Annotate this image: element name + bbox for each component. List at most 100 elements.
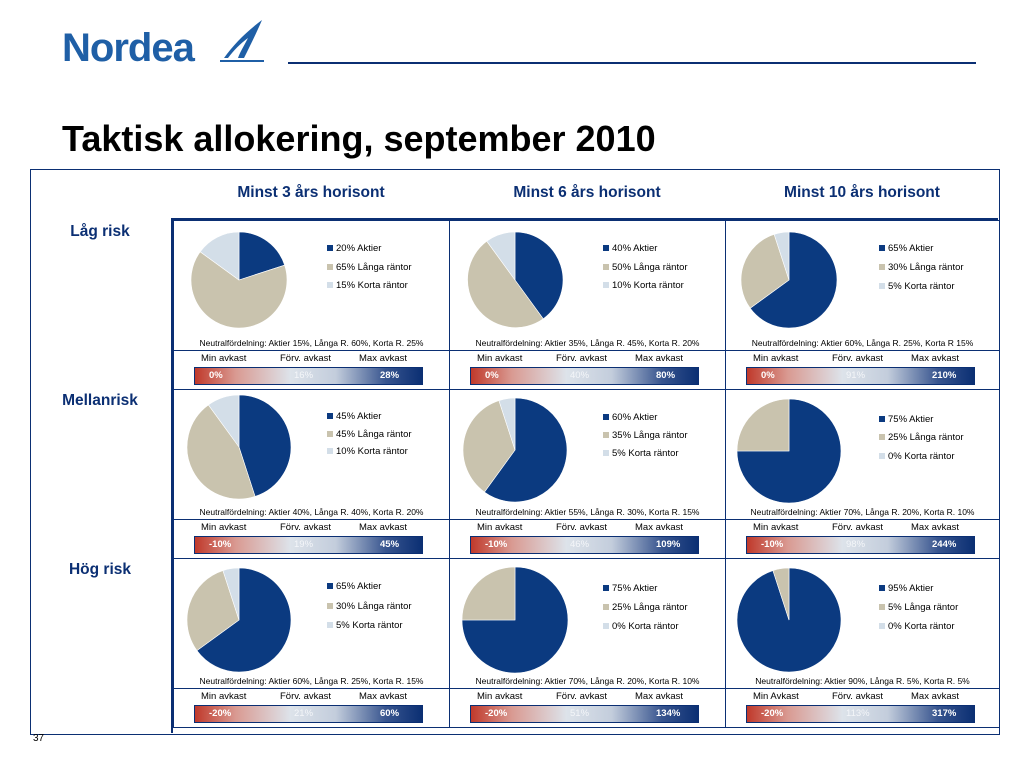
allocation-pie-chart xyxy=(462,397,568,503)
legend-item-korta-rantor: 10% Korta räntor xyxy=(327,446,408,457)
legend-item-aktier: 65% Aktier xyxy=(879,243,933,254)
legend-item-aktier: 75% Aktier xyxy=(879,414,933,425)
legend-swatch xyxy=(603,264,609,270)
return-labels: Min avkast Förv. avkast Max avkast xyxy=(174,353,449,367)
min-return-label: Min avkast xyxy=(477,353,523,364)
legend-swatch xyxy=(327,583,333,589)
return-labels: Min avkast Förv. avkast Max avkast xyxy=(450,353,725,367)
legend-label: 60% Aktier xyxy=(612,412,658,423)
neutral-allocation-text: Neutralfördelning: Aktier 90%, Långa R. … xyxy=(755,676,970,686)
legend-item-korta-rantor: 5% Korta räntor xyxy=(327,620,403,631)
pie-slice-aktier xyxy=(749,231,838,329)
legend-swatch xyxy=(879,623,885,629)
max-return-value: 80% xyxy=(656,370,676,381)
legend-item-aktier: 65% Aktier xyxy=(327,581,381,592)
cell-separator xyxy=(450,350,725,351)
max-return-value: 109% xyxy=(656,539,681,550)
return-labels: Min Avkast Förv. avkast Max avkast xyxy=(726,691,999,705)
legend-label: 0% Korta räntor xyxy=(612,621,679,632)
legend-item-korta-rantor: 15% Korta räntor xyxy=(327,280,408,291)
legend-item-korta-rantor: 0% Korta räntor xyxy=(879,621,955,632)
pie-slice-aktier xyxy=(238,394,292,497)
legend-label: 5% Korta räntor xyxy=(336,620,403,631)
allocation-cell: 45% Aktier 45% Långa räntor 10% Korta ränt… xyxy=(173,389,450,559)
legend-item-langa-rantor: 25% Långa räntor xyxy=(603,602,688,613)
expected-return-label: Förv. avkast xyxy=(556,353,608,364)
return-labels: Min avkast Förv. avkast Max avkast xyxy=(174,522,449,536)
pie-slice-langa-rantor xyxy=(190,251,288,329)
return-range-bar: -10% 98% 244% xyxy=(746,536,975,554)
legend-item-langa-rantor: 5% Långa räntor xyxy=(879,602,958,613)
neutral-allocation-text: Neutralfördelning: Aktier 35%, Långa R. … xyxy=(475,338,700,348)
neutral-allocation-text: Neutralfördelning: Aktier 40%, Långa R. … xyxy=(199,507,424,517)
min-return-label: Min Avkast xyxy=(753,691,799,702)
min-return-value: -20% xyxy=(485,708,508,719)
pie-slice-aktier xyxy=(196,567,292,673)
expected-return-label: Förv. avkast xyxy=(832,353,884,364)
pie-slice-langa-rantor xyxy=(186,404,256,500)
allocation-pie-chart xyxy=(740,231,838,329)
min-return-label: Min avkast xyxy=(477,522,523,533)
pie-slice-aktier xyxy=(736,398,842,504)
legend-item-korta-rantor: 0% Korta räntor xyxy=(879,451,955,462)
expected-return-value: 98% xyxy=(846,539,866,550)
legend-swatch xyxy=(327,264,333,270)
expected-return-value: 113% xyxy=(846,708,870,719)
cell-separator xyxy=(174,350,449,351)
legend-item-korta-rantor: 5% Korta räntor xyxy=(879,281,955,292)
min-return-value: 0% xyxy=(761,370,775,381)
legend-label: 50% Långa räntor xyxy=(612,262,688,273)
neutral-allocation-text: Neutralfördelning: Aktier 60%, Långa R. … xyxy=(199,676,424,686)
legend-swatch xyxy=(603,623,609,629)
legend-label: 30% Långa räntor xyxy=(336,601,412,612)
allocation-cell: 75% Aktier 25% Långa räntor 0% Korta ränto… xyxy=(449,558,726,728)
min-return-label: Min avkast xyxy=(477,691,523,702)
min-return-value: -10% xyxy=(209,539,232,550)
min-return-label: Min avkast xyxy=(753,353,799,364)
cell-separator xyxy=(450,519,725,520)
legend-item-korta-rantor: 10% Korta räntor xyxy=(603,280,684,291)
max-return-label: Max avkast xyxy=(911,691,960,702)
max-return-label: Max avkast xyxy=(911,353,960,364)
min-return-label: Min avkast xyxy=(201,691,247,702)
legend-label: 45% Aktier xyxy=(336,411,382,422)
legend-swatch xyxy=(879,264,885,270)
legend-swatch xyxy=(879,416,885,422)
legend-label: 5% Korta räntor xyxy=(612,448,679,459)
page-number: 37 xyxy=(33,733,45,744)
legend-label: 5% Korta räntor xyxy=(888,281,955,292)
legend-swatch xyxy=(327,245,333,251)
expected-return-value: 91% xyxy=(846,370,866,381)
expected-return-label: Förv. avkast xyxy=(832,522,884,533)
max-return-label: Max avkast xyxy=(635,691,684,702)
column-header-3y: Minst 3 års horisont xyxy=(237,184,385,201)
row-header-medium-risk: Mellanrisk xyxy=(62,392,138,409)
allocation-pie-chart xyxy=(736,398,842,504)
cell-separator xyxy=(174,688,449,689)
legend-label: 10% Korta räntor xyxy=(612,280,684,291)
max-return-label: Max avkast xyxy=(359,691,408,702)
row-header-low-risk: Låg risk xyxy=(70,223,130,240)
expected-return-label: Förv. avkast xyxy=(556,522,608,533)
legend-label: 15% Korta räntor xyxy=(336,280,408,291)
legend-swatch xyxy=(879,604,885,610)
pie-slice-langa-rantor xyxy=(462,400,516,493)
legend-item-langa-rantor: 45% Långa räntor xyxy=(327,429,412,440)
legend-item-langa-rantor: 35% Långa räntor xyxy=(603,430,688,441)
legend-item-langa-rantor: 50% Långa räntor xyxy=(603,262,688,273)
table-rule-left xyxy=(171,218,173,733)
max-return-value: 210% xyxy=(932,370,957,381)
return-range-bar: -10% 19% 45% xyxy=(194,536,423,554)
legend-label: 75% Aktier xyxy=(888,414,934,425)
max-return-label: Max avkast xyxy=(359,353,408,364)
legend-label: 35% Långa räntor xyxy=(612,430,688,441)
min-return-value: 0% xyxy=(209,370,223,381)
max-return-value: 317% xyxy=(932,708,957,719)
legend-swatch xyxy=(603,414,609,420)
pie-slice-korta-rantor xyxy=(773,231,790,281)
min-return-label: Min avkast xyxy=(201,522,247,533)
return-range-bar: 0% 16% 28% xyxy=(194,367,423,385)
expected-return-label: Förv. avkast xyxy=(280,691,332,702)
min-return-value: 0% xyxy=(485,370,499,381)
allocation-cell: 40% Aktier 50% Långa räntor 10% Korta ränt… xyxy=(449,220,726,390)
